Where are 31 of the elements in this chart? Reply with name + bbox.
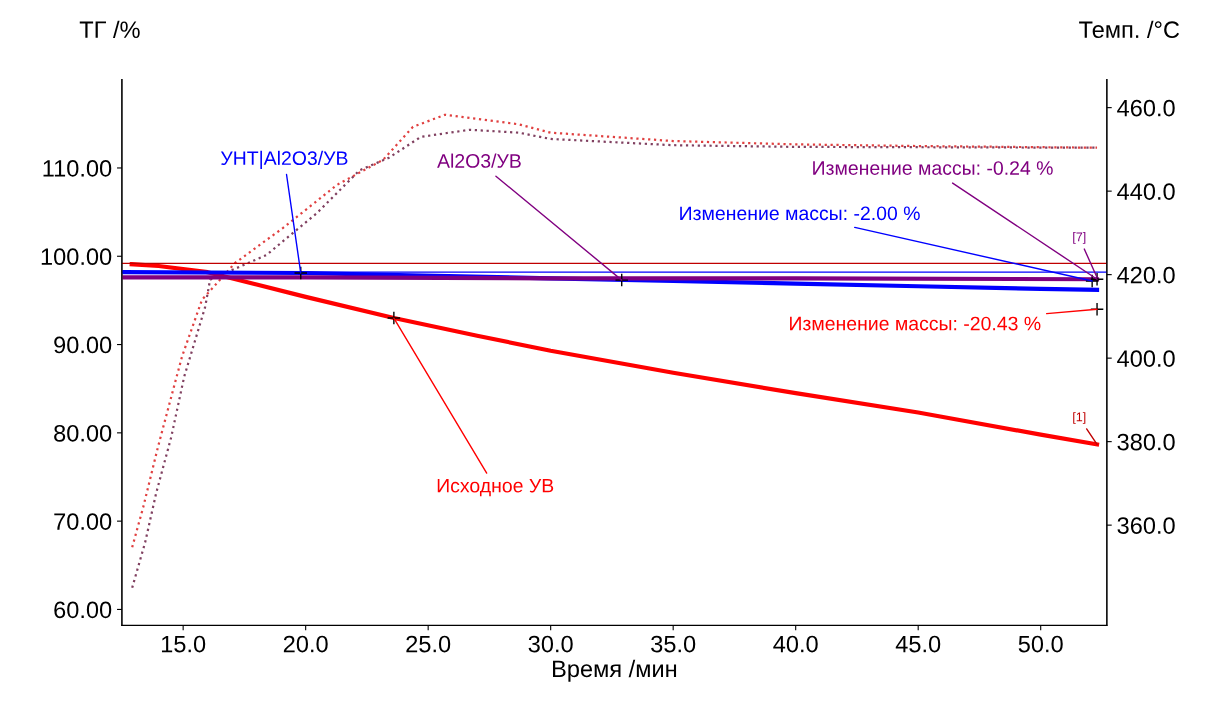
x-tick-label: 40.0 <box>773 635 818 653</box>
y2-tick-label: 440.0 <box>1117 183 1175 200</box>
annotation: Изменение массы: -0.24 % <box>813 161 1053 175</box>
annotation: Изменение массы: -20.43 % <box>790 316 1041 331</box>
y-tick-label: 70.00 <box>54 513 112 530</box>
annotation: УНТ|Al2O3/УВ <box>220 150 348 169</box>
annotation: Исходное УВ <box>437 478 554 497</box>
x-tick-label: 50.0 <box>1018 635 1063 653</box>
annotation: [7] <box>1073 232 1086 244</box>
y2-axis-title: Темп. /°C <box>1079 20 1180 39</box>
y-tick-label: 60.00 <box>54 601 112 619</box>
y2-tick-label: 400.0 <box>1117 350 1175 367</box>
y-axis-title: ТГ /% <box>79 20 140 39</box>
y-tick-label: 80.00 <box>54 424 112 442</box>
y2-tick-label: 380.0 <box>1117 433 1175 451</box>
x-tick-label: 15.0 <box>161 635 206 653</box>
x-tick-label: 35.0 <box>651 635 696 653</box>
y2-tick-label: 360.0 <box>1117 517 1175 534</box>
x-tick-label: 45.0 <box>895 635 941 653</box>
x-axis-title: Время /мин <box>553 659 677 682</box>
x-tick-label: 30.0 <box>528 635 573 653</box>
y-tick-label: 100.00 <box>41 248 112 266</box>
y2-tick-label: 420.0 <box>1117 266 1175 284</box>
annotation: Al2O3/УВ <box>437 153 521 168</box>
annotation: Изменение массы: -2.00 % <box>680 206 920 221</box>
y-tick-label: 110.00 <box>43 160 112 177</box>
y-tick-label: 90.00 <box>54 336 112 354</box>
annotation: [1] <box>1073 412 1086 424</box>
y2-tick-label: 460.0 <box>1117 99 1175 117</box>
x-tick-label: 25.0 <box>406 635 451 653</box>
x-tick-label: 20.0 <box>283 635 328 653</box>
